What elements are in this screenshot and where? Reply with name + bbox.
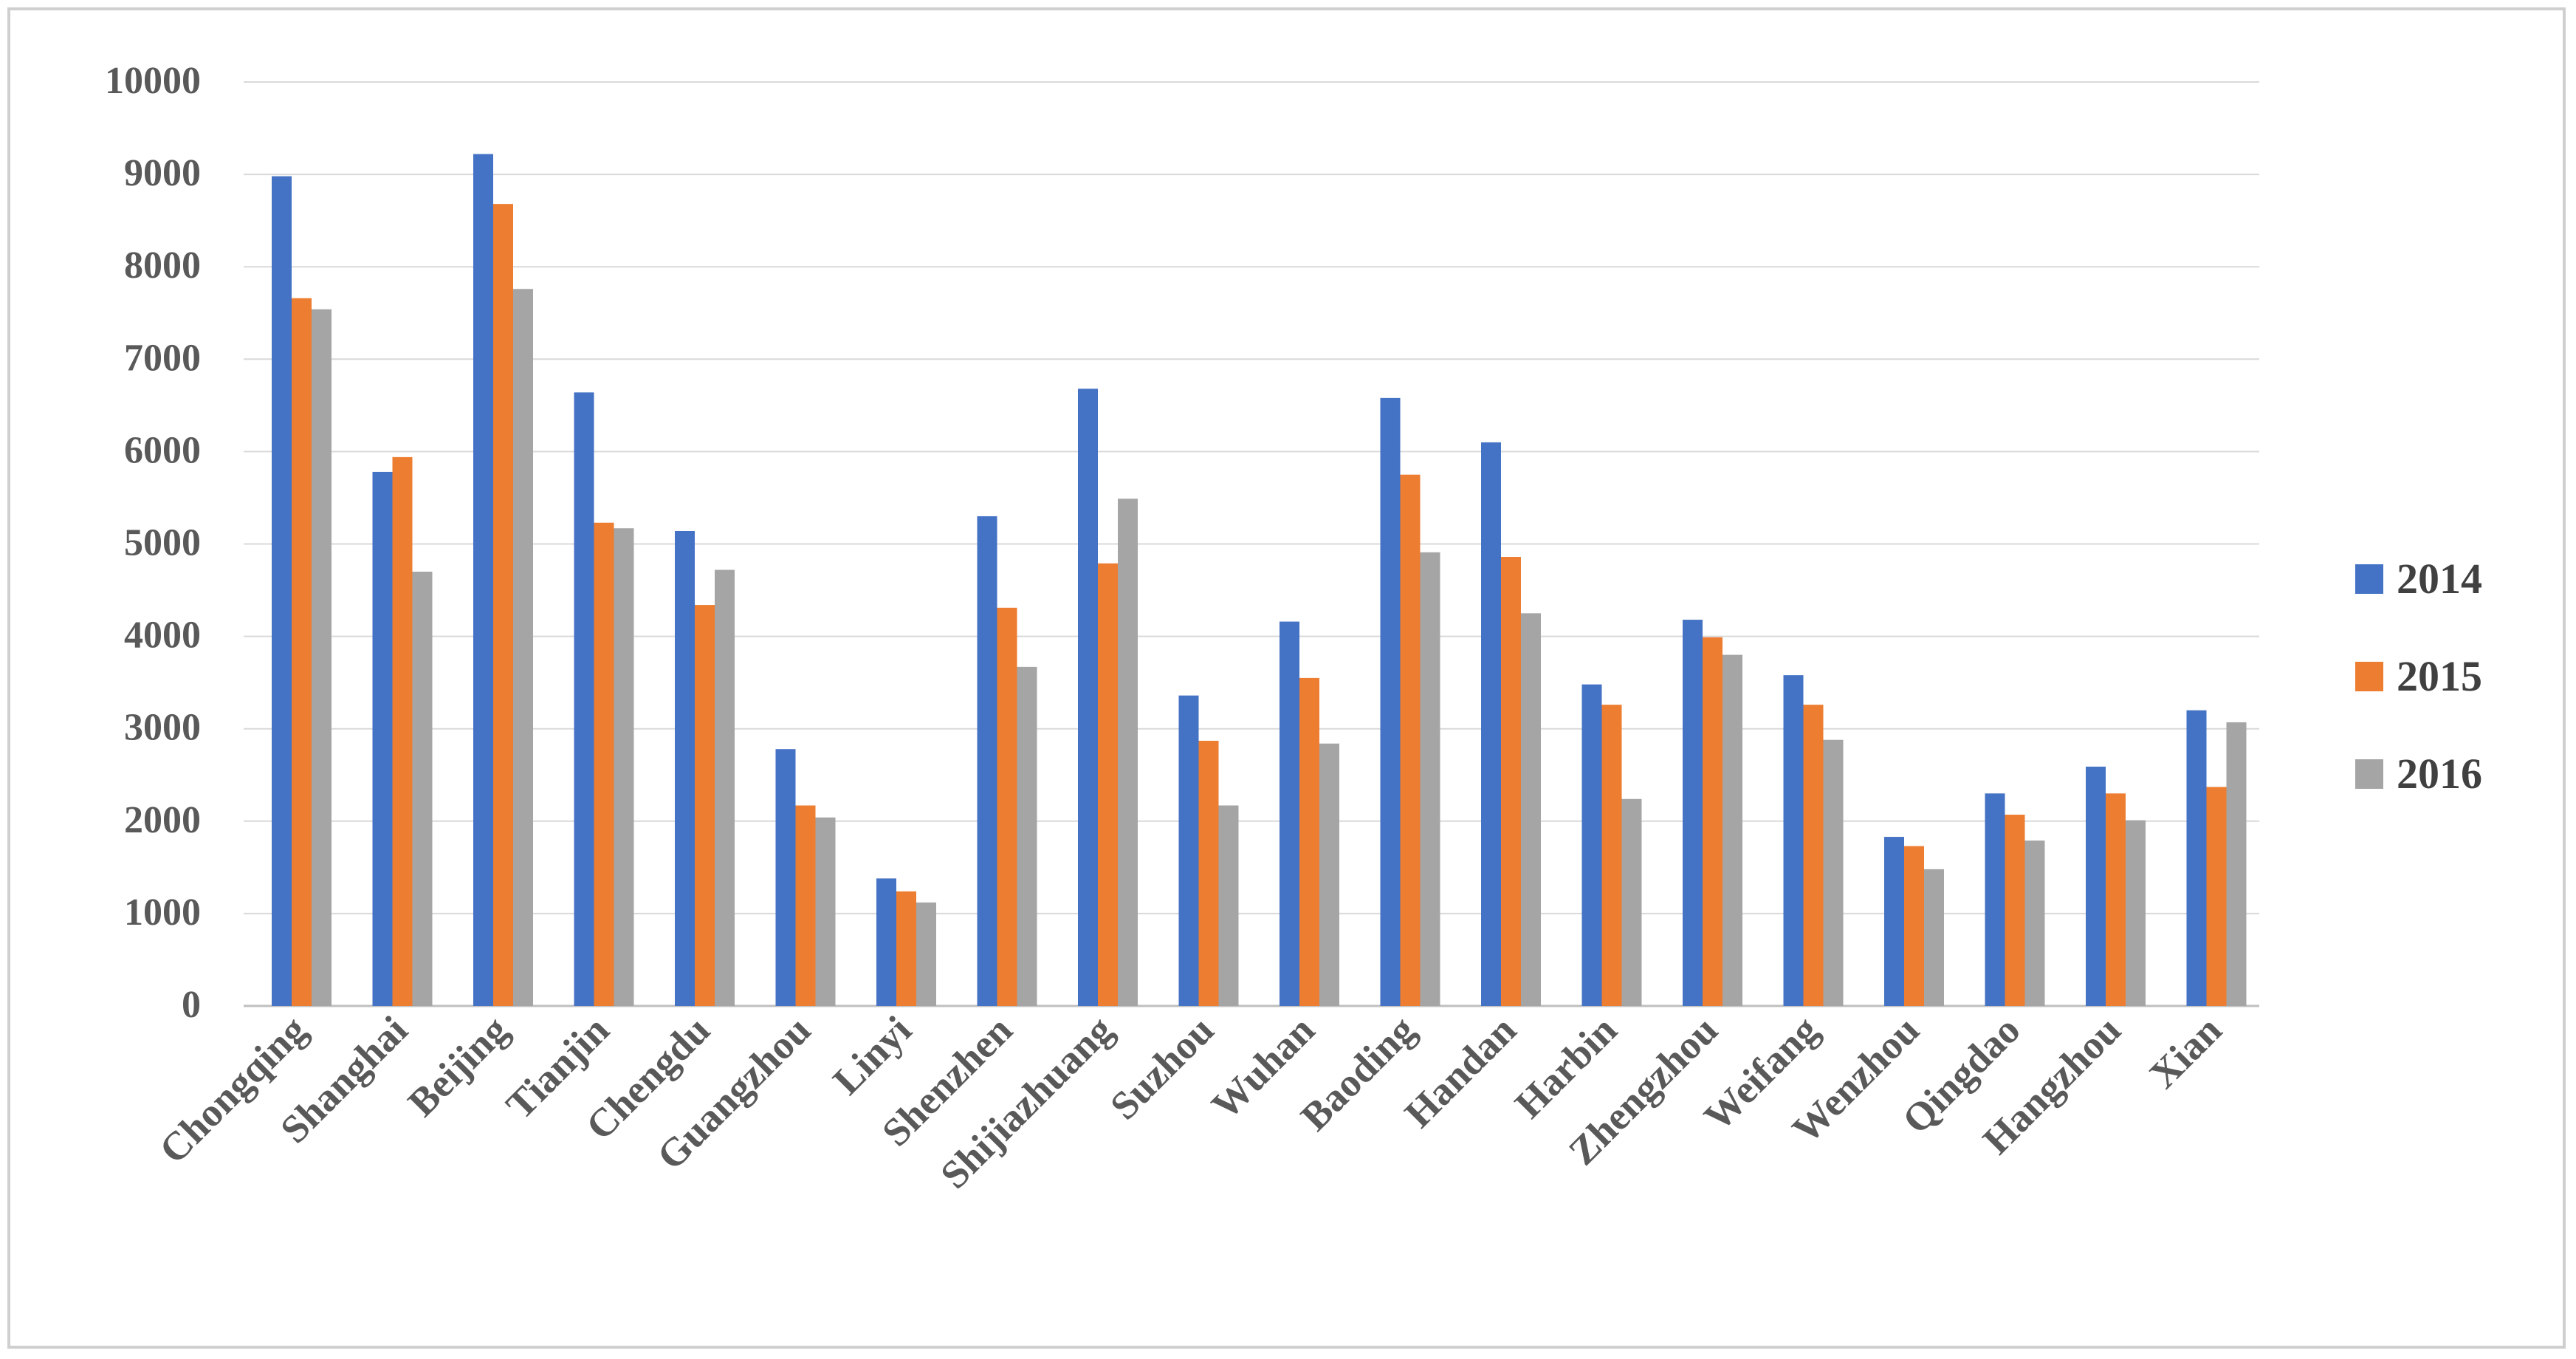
bar-2015-chongqing: [292, 298, 312, 1006]
y-tick-label: 9000: [124, 152, 201, 194]
y-tick-label: 8000: [124, 244, 201, 287]
bar-2014-tianjin: [574, 392, 594, 1006]
bar-2016-xian: [2226, 722, 2247, 1006]
x-tick-label: Handan: [1396, 1007, 1525, 1136]
bar-2015-tianjin: [594, 522, 614, 1006]
y-tick-label: 3000: [124, 707, 201, 749]
bar-2016-zhengzhou: [1723, 654, 1742, 1006]
bar-2016-beijing: [513, 289, 533, 1006]
bar-2016-chengdu: [715, 569, 735, 1006]
legend-swatch-2014: [2355, 564, 2383, 594]
legend-swatch-2015: [2355, 662, 2383, 691]
bar-2015-beijing: [493, 204, 513, 1007]
legend-label-2015: 2015: [2397, 652, 2482, 700]
bar-2014-qingdao: [1985, 793, 2005, 1006]
x-tick-label: Xian: [2141, 1007, 2230, 1097]
bar-2015-guangzhou: [795, 805, 816, 1006]
bar-2016-suzhou: [1218, 805, 1239, 1006]
bar-2016-guangzhou: [815, 817, 836, 1006]
bar-2014-beijing: [473, 154, 493, 1006]
legend-label-2014: 2014: [2397, 555, 2482, 603]
bar-2015-zhengzhou: [1703, 637, 1723, 1006]
bar-2016-baoding: [1420, 552, 1440, 1006]
bar-2014-baoding: [1380, 397, 1401, 1006]
bar-2014-wuhan: [1280, 621, 1299, 1006]
bar-2016-wenzhou: [1924, 869, 1944, 1006]
bar-2016-linyi: [916, 902, 936, 1006]
bar-2014-linyi: [876, 878, 896, 1006]
bar-2015-hangzhou: [2106, 793, 2126, 1006]
bar-2014-chengdu: [675, 530, 695, 1006]
bar-2014-harbin: [1581, 684, 1602, 1006]
bar-2015-handan: [1501, 557, 1521, 1006]
legend-label-2016: 2016: [2397, 750, 2482, 798]
bar-2016-handan: [1521, 613, 1541, 1006]
bar-2016-qingdao: [2024, 841, 2045, 1006]
x-tick-label: Linyi: [825, 1007, 920, 1103]
bar-2016-tianjin: [614, 528, 634, 1006]
bar-2015-linyi: [896, 891, 916, 1006]
bar-2014-shijiazhuang: [1078, 388, 1098, 1006]
bar-2016-harbin: [1621, 798, 1642, 1006]
bar-2016-hangzhou: [2126, 820, 2146, 1006]
bars: [272, 154, 2247, 1007]
bar-2015-weifang: [1803, 705, 1824, 1006]
chart-frame: 0 1000 2000 3000 4000 5000 6000 7000 8000 9000 100…: [7, 7, 2566, 1349]
bar-2016-chongqing: [312, 309, 332, 1007]
bar-2015-harbin: [1601, 705, 1622, 1006]
legend-swatch-2016: [2355, 759, 2383, 789]
bar-2014-shanghai: [372, 471, 393, 1006]
bar-2014-shenzhen: [977, 516, 997, 1006]
bar-chart: 0 1000 2000 3000 4000 5000 6000 7000 8000 9000 100…: [105, 60, 2482, 1197]
x-tick-label: Chongqing: [151, 1007, 315, 1172]
bar-2015-chengdu: [695, 605, 715, 1006]
bar-2015-wuhan: [1299, 677, 1319, 1006]
bar-2015-shijiazhuang: [1098, 563, 1118, 1006]
y-tick-label: 5000: [124, 522, 201, 564]
bar-2014-zhengzhou: [1683, 620, 1703, 1006]
y-tick-label: 10000: [105, 60, 201, 102]
y-tick-label: 2000: [124, 799, 201, 841]
y-tick-label: 1000: [124, 891, 201, 934]
x-tick-label: Baoding: [1292, 1007, 1423, 1139]
bar-2014-chongqing: [272, 176, 292, 1006]
y-tick-label: 4000: [124, 615, 201, 657]
bar-2014-suzhou: [1178, 695, 1199, 1006]
bar-2014-handan: [1481, 442, 1501, 1006]
bar-2015-xian: [2206, 787, 2227, 1006]
gridlines: [244, 81, 2259, 1007]
bar-2016-shanghai: [412, 572, 433, 1006]
bar-2015-suzhou: [1198, 740, 1219, 1006]
y-tick-label: 0: [182, 984, 201, 1026]
y-tick-label: 7000: [124, 337, 201, 379]
bar-2015-qingdao: [2005, 815, 2025, 1006]
bar-2014-xian: [2186, 710, 2207, 1006]
y-tick-label: 6000: [124, 429, 201, 471]
x-tick-label: Beijing: [399, 1007, 517, 1125]
legend: 2014 2015 2016: [2355, 555, 2482, 798]
x-tick-label: Suzhou: [1102, 1007, 1222, 1128]
bar-2016-shenzhen: [1017, 666, 1037, 1006]
bar-2015-shenzhen: [997, 607, 1017, 1006]
bar-2016-shijiazhuang: [1118, 499, 1138, 1006]
bar-2014-hangzhou: [2086, 766, 2106, 1006]
bar-2015-baoding: [1400, 474, 1421, 1006]
x-axis: ChongqingShanghaiBeijingTianjinChengduGu…: [151, 1007, 2230, 1197]
bar-2014-weifang: [1783, 675, 1804, 1006]
bar-2015-wenzhou: [1904, 846, 1924, 1006]
bar-2016-weifang: [1823, 739, 1844, 1006]
bar-2015-shanghai: [392, 456, 413, 1006]
bar-2016-wuhan: [1319, 743, 1339, 1006]
bar-2014-wenzhou: [1884, 837, 1904, 1006]
bar-2014-guangzhou: [775, 749, 796, 1006]
y-axis: 0 1000 2000 3000 4000 5000 6000 7000 8000 9000 100…: [105, 60, 201, 1026]
